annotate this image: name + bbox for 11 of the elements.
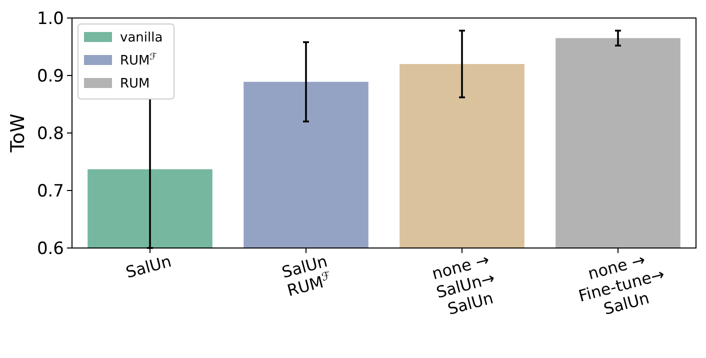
y-tick-label: 0.7	[36, 181, 64, 202]
legend-label: RUM$^{ℱ}$	[120, 52, 157, 69]
y-tick-label: 1.0	[36, 8, 64, 29]
y-tick-label: 0.9	[36, 66, 64, 86]
y-axis-title: ToW	[7, 113, 29, 154]
x-tick-label: none → SalUn→ SalUn	[430, 250, 497, 319]
legend-label: vanilla	[120, 30, 163, 46]
x-tick-label: SalUn	[124, 252, 174, 282]
y-tick-label: 0.8	[36, 124, 64, 144]
legend-label: RUM	[120, 76, 150, 92]
y-tick-label: 0.6	[36, 238, 64, 259]
